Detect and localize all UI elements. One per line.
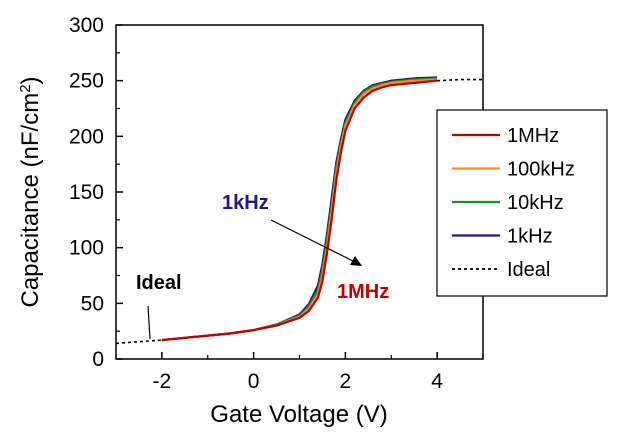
annotation-ideal-label: Ideal <box>136 272 182 294</box>
x-tick-label: 0 <box>248 370 260 393</box>
plot-frame <box>115 24 484 360</box>
annotation-low-freq-label: 1kHz <box>222 192 269 214</box>
ticks-layer: -2 0 2 4 0 50 100 150 200 250 300 <box>69 14 484 393</box>
annotation-ideal-pointer <box>147 305 151 340</box>
y-tick-label: 200 <box>69 125 104 148</box>
y-tick-label: 100 <box>69 237 104 260</box>
x-axis-title: Gate Voltage (V) <box>210 401 387 428</box>
annotation-high-freq-bg <box>334 279 400 303</box>
x-tick-label: -2 <box>153 370 172 393</box>
x-tick-label: 4 <box>431 370 443 393</box>
y-tick-label: 150 <box>69 181 104 204</box>
y-tick-label: 0 <box>92 348 104 371</box>
series-layer <box>116 76 483 345</box>
legend-label-100khz: 100kHz <box>507 159 575 181</box>
legend-label-1mhz: 1MHz <box>507 125 559 147</box>
legend-label-1khz: 1kHz <box>507 226 553 248</box>
legend: 1MHz 100kHz 10kHz 1kHz Ideal <box>436 109 608 297</box>
annotation-frequency-arrow <box>270 219 356 263</box>
series-line-1mhz <box>161 79 438 342</box>
y-tick-label: 300 <box>69 14 104 37</box>
annotation-high-freq-label: 1MHz <box>337 281 389 303</box>
y-tick-label: 250 <box>69 70 104 93</box>
y-axis-title: Capacitance (nF/cm2) <box>17 76 45 307</box>
annotation-layer: Ideal 1kHz 1MHz <box>136 192 400 340</box>
legend-label-10khz: 10kHz <box>507 192 564 214</box>
annotation-arrowhead <box>350 256 362 266</box>
x-tick-label: 2 <box>340 370 352 393</box>
y-tick-label: 50 <box>81 292 104 315</box>
series-line-ideal <box>116 78 483 345</box>
legend-label-ideal: Ideal <box>507 259 550 281</box>
